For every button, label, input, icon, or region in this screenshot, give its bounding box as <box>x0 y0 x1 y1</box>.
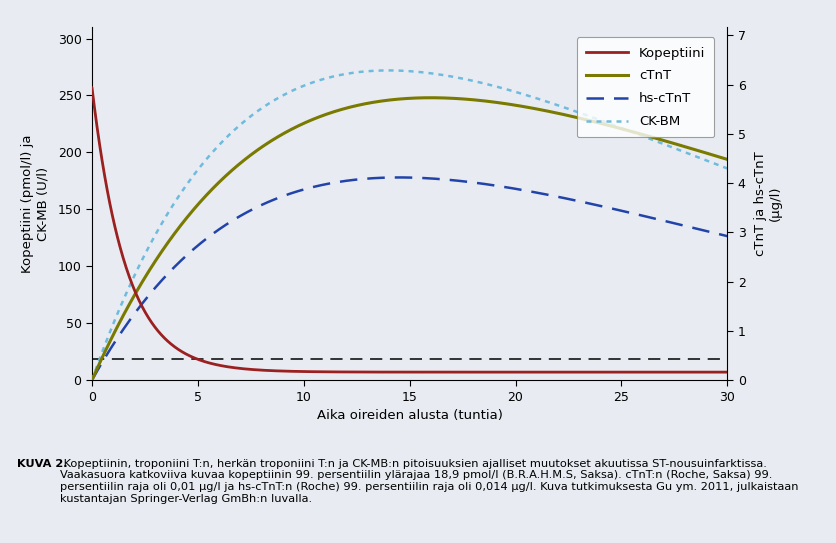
Y-axis label: cTnT ja hs-cTnT
(µg/l): cTnT ja hs-cTnT (µg/l) <box>754 151 782 256</box>
Y-axis label: Kopeptiini (pmol/l) ja
CK-MB (U/l): Kopeptiini (pmol/l) ja CK-MB (U/l) <box>22 134 49 273</box>
X-axis label: Aika oireiden alusta (tuntia): Aika oireiden alusta (tuntia) <box>317 409 502 422</box>
Legend: Kopeptiini, cTnT, hs-cTnT, CK-BM: Kopeptiini, cTnT, hs-cTnT, CK-BM <box>577 37 715 137</box>
Text: KUVA 2.: KUVA 2. <box>17 459 68 469</box>
Text: Kopeptiinin, troponiini T:n, herkän troponiini T:n ja CK-MB:n pitoisuuksien ajal: Kopeptiinin, troponiini T:n, herkän trop… <box>60 459 798 504</box>
